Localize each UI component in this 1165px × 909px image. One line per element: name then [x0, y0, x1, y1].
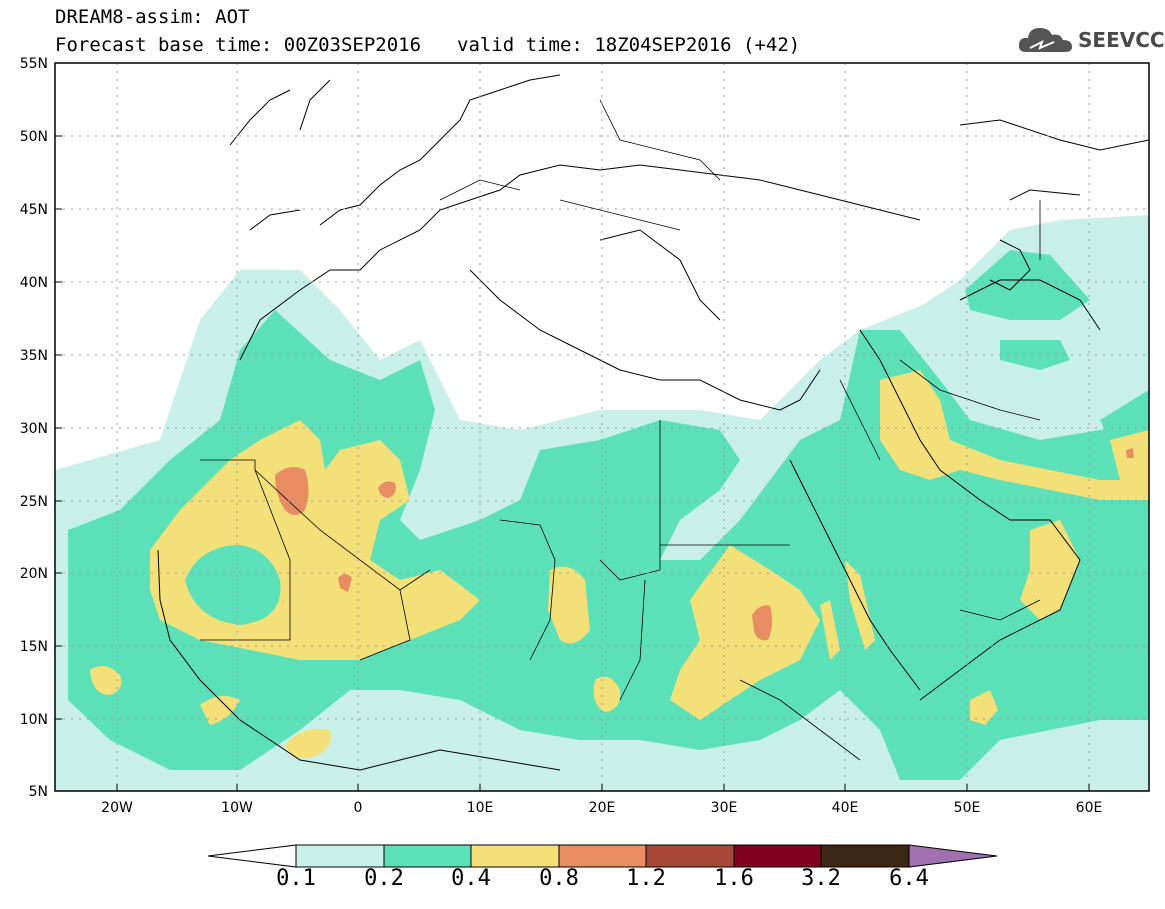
- lat-label: 55N: [20, 56, 48, 72]
- colorbar-segment: [383, 844, 472, 868]
- borders: [200, 99, 1041, 761]
- colorbar: [207, 844, 998, 868]
- lon-label: 10E: [467, 800, 494, 816]
- colorbar-segment: [733, 844, 822, 868]
- colorbar-low-triangle: [207, 844, 297, 868]
- lat-label: 35N: [20, 348, 48, 364]
- colorbar-segment: [645, 844, 735, 868]
- lon-label: 10W: [221, 800, 253, 816]
- colorbar-high-triangle: [908, 844, 998, 868]
- lon-label: 60E: [1076, 800, 1103, 816]
- chart-title: DREAM8-assim: AOT: [55, 6, 250, 28]
- lon-label: 50E: [954, 800, 981, 816]
- lat-label: 10N: [20, 712, 48, 728]
- colorbar-label: 3.2: [801, 866, 841, 891]
- axis-ticks: [55, 62, 1090, 792]
- colorbar-label: 6.4: [889, 866, 929, 891]
- lon-label: 0: [354, 800, 363, 816]
- colorbar-label: 1.6: [714, 866, 754, 891]
- aot-field: [55, 215, 1149, 791]
- colorbar-segment: [470, 844, 560, 868]
- time-info: Forecast base time: 00Z03SEP2016 valid ti…: [55, 34, 800, 56]
- lat-label: 50N: [20, 129, 48, 145]
- aot-level-0-2: [68, 250, 1149, 780]
- lon-label: 40E: [832, 800, 859, 816]
- colorbar-segment: [558, 844, 647, 868]
- lat-label: 15N: [20, 639, 48, 655]
- lon-label: 20E: [589, 800, 616, 816]
- colorbar-segment: [295, 844, 385, 868]
- valid-time: valid time: 18Z04SEP2016 (+42): [457, 34, 801, 56]
- lat-label: 30N: [20, 421, 48, 437]
- seevccc-logo: SEEVCCC: [1016, 22, 1165, 58]
- colorbar-label: 0.1: [276, 866, 316, 891]
- map-grid: [55, 63, 1149, 791]
- aot-level-0-4: [90, 370, 1149, 759]
- aot-level-0-8: [275, 448, 1134, 641]
- colorbar-label: 1.2: [626, 866, 666, 891]
- colorbar-labels: 0.1 0.2 0.4 0.8 1.2 1.6 3.2 6.4: [0, 866, 1165, 896]
- colorbar-segment: [820, 844, 910, 868]
- lat-label: 5N: [29, 784, 48, 800]
- forecast-base-time: Forecast base time: 00Z03SEP2016: [55, 34, 422, 56]
- lon-label: 20W: [101, 800, 133, 816]
- colorbar-label: 0.2: [364, 866, 404, 891]
- colorbar-label: 0.8: [539, 866, 579, 891]
- lat-label: 20N: [20, 566, 48, 582]
- lat-label: 40N: [20, 275, 48, 291]
- coastlines: [157, 74, 1149, 771]
- lat-label: 25N: [20, 494, 48, 510]
- cloud-icon: [1018, 28, 1072, 52]
- lat-label: 45N: [20, 202, 48, 218]
- logo-text: SEEVCCC: [1078, 28, 1165, 52]
- lon-label: 30E: [711, 800, 738, 816]
- colorbar-label: 0.4: [451, 866, 491, 891]
